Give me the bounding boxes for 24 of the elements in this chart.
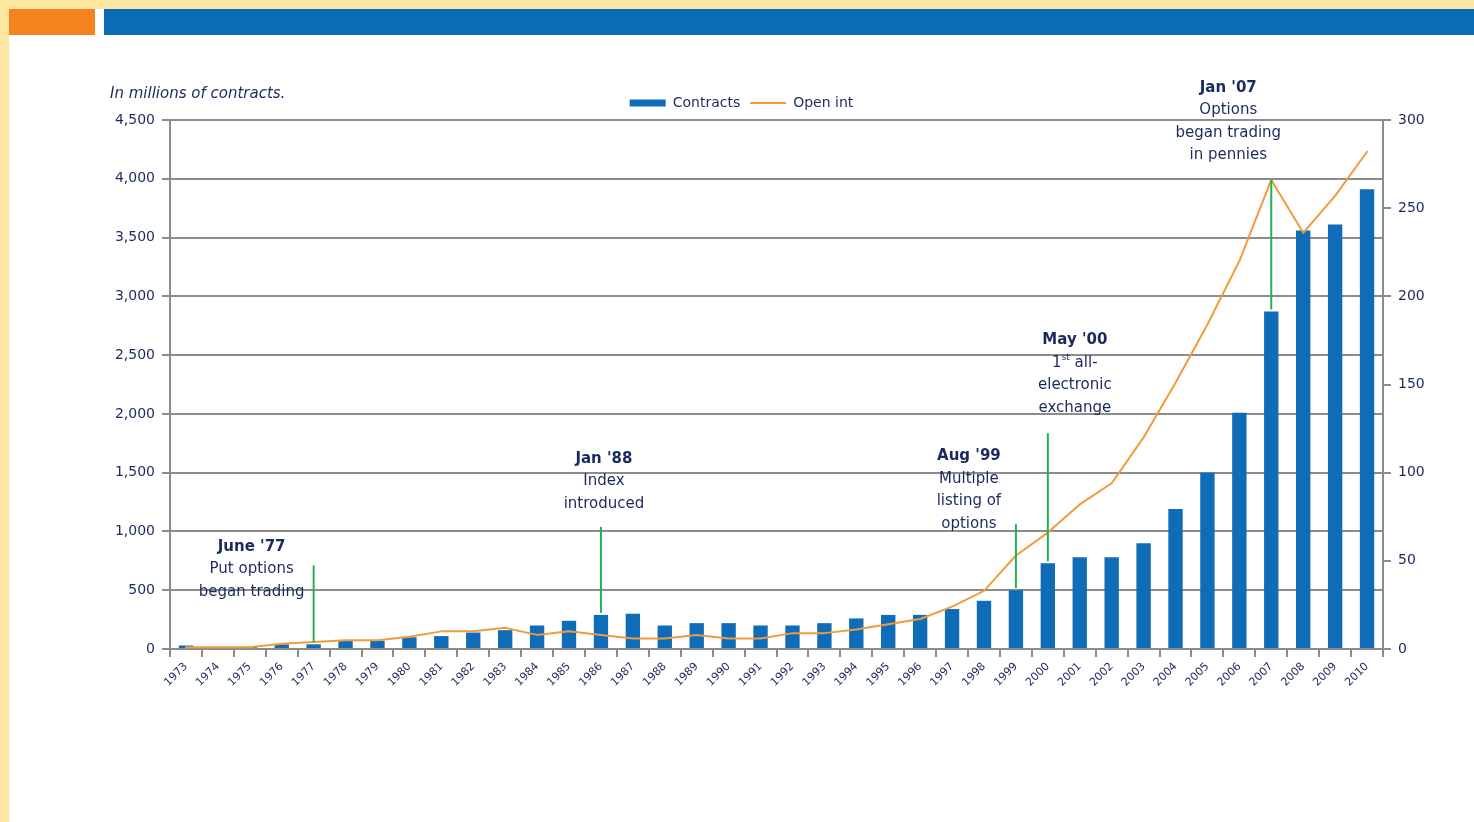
y-tick-label: 1,500 bbox=[114, 463, 155, 480]
y-tick-label: 4,000 bbox=[114, 169, 155, 186]
y2-tick-label: 300 bbox=[1398, 110, 1425, 127]
legend-label: Contracts bbox=[672, 93, 741, 110]
y-tick-label: 500 bbox=[128, 580, 155, 597]
y2-tick-label: 50 bbox=[1398, 551, 1416, 568]
y2-tick-label: 250 bbox=[1398, 198, 1425, 215]
y-tick-label: 0 bbox=[146, 639, 155, 656]
y-tick-label: 2,000 bbox=[114, 404, 155, 421]
y-tick-label: 3,000 bbox=[114, 286, 155, 303]
annotation: June '77 Put options began trading bbox=[198, 536, 305, 600]
y-tick-label: 1,000 bbox=[114, 522, 155, 539]
annotation: Aug '99 Multiple listing of options bbox=[936, 446, 1002, 532]
annotation: Jan '07 Options began trading in pennies bbox=[1175, 77, 1282, 164]
annotation: Jan '88 Index introduced bbox=[563, 448, 645, 512]
y2-tick-label: 200 bbox=[1398, 286, 1425, 303]
y-tick-label: 2,500 bbox=[114, 345, 155, 362]
legend-label: Open int bbox=[793, 93, 854, 110]
y-tick-label: 4,500 bbox=[114, 110, 155, 127]
y-axis-title: In millions of contracts. bbox=[110, 83, 286, 102]
y2-tick-label: 0 bbox=[1398, 639, 1407, 656]
y2-tick-label: 100 bbox=[1398, 463, 1425, 480]
y2-tick-label: 150 bbox=[1398, 375, 1425, 392]
y-tick-label: 3,500 bbox=[114, 228, 155, 245]
